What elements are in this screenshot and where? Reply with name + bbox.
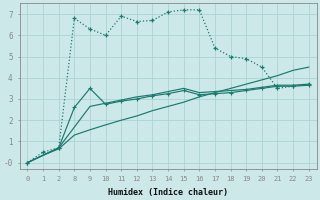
X-axis label: Humidex (Indice chaleur): Humidex (Indice chaleur) — [108, 188, 228, 197]
